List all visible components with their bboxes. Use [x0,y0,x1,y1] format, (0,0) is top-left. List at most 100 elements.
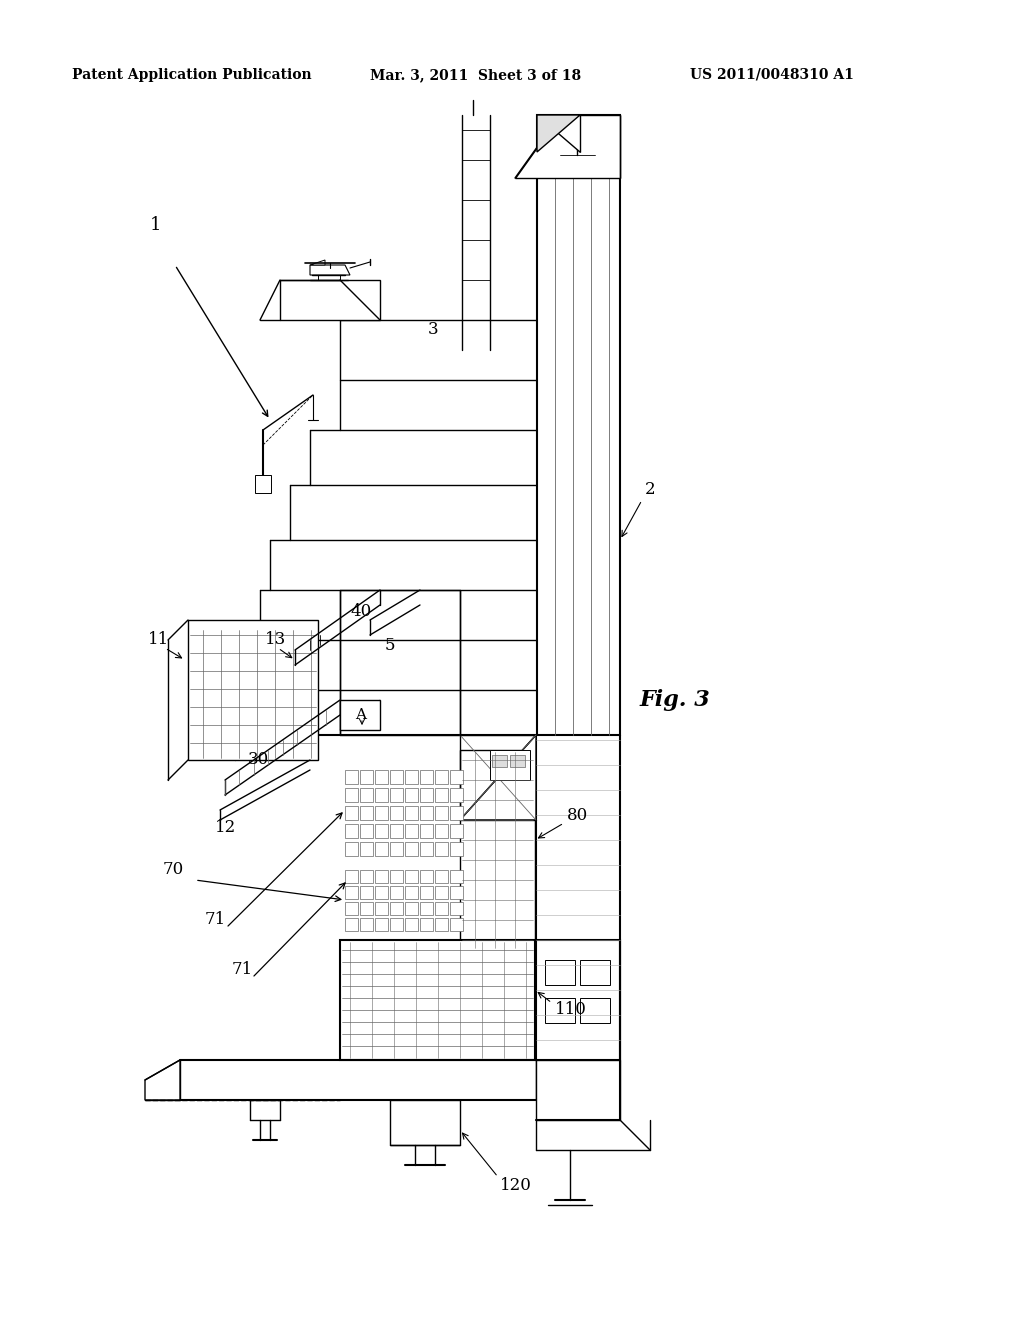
Bar [375,824,388,838]
Bar [537,115,620,735]
Bar [360,842,373,855]
Bar [450,788,463,803]
Bar [375,807,388,820]
Bar [450,770,463,784]
Bar [460,750,535,950]
Bar [420,870,433,883]
Bar [406,842,418,855]
Polygon shape [280,280,380,319]
Text: 70: 70 [163,862,184,879]
Bar [435,902,449,915]
Bar [390,886,403,899]
Text: 1: 1 [150,216,161,234]
Bar [450,902,463,915]
Bar [345,870,358,883]
Text: 120: 120 [500,1176,531,1193]
Polygon shape [515,115,620,178]
Bar [360,902,373,915]
Text: 110: 110 [555,1002,587,1019]
Bar [340,940,535,1060]
Bar [390,788,403,803]
Bar [375,770,388,784]
Bar [390,770,403,784]
Bar [420,788,433,803]
Text: A: A [355,708,366,722]
Text: 13: 13 [265,631,287,648]
Polygon shape [537,115,580,152]
Bar [375,886,388,899]
Text: Patent Application Publication: Patent Application Publication [72,69,311,82]
Text: Mar. 3, 2011  Sheet 3 of 18: Mar. 3, 2011 Sheet 3 of 18 [370,69,582,82]
Bar [345,902,358,915]
Bar [345,842,358,855]
Bar [406,917,418,931]
Bar [360,886,373,899]
Bar [345,886,358,899]
Bar [360,824,373,838]
Text: 40: 40 [350,603,372,620]
Text: 3: 3 [428,322,438,338]
Bar [406,902,418,915]
Bar [435,770,449,784]
Bar [406,770,418,784]
Bar [420,824,433,838]
Bar [450,886,463,899]
Polygon shape [310,260,325,265]
Bar [255,475,271,492]
Text: 30: 30 [248,751,269,768]
Text: 71: 71 [232,961,253,978]
Bar [435,824,449,838]
Text: Fig. 3: Fig. 3 [640,689,711,711]
Text: 11: 11 [148,631,169,648]
Bar [435,807,449,820]
Bar [420,886,433,899]
Polygon shape [460,735,536,820]
Bar [340,590,460,735]
Bar [435,886,449,899]
Bar [360,788,373,803]
Bar [580,998,610,1023]
Bar [420,807,433,820]
Bar [390,1100,460,1144]
Bar [492,755,507,767]
Bar [360,807,373,820]
Bar [545,960,575,985]
Bar [450,824,463,838]
Text: 2: 2 [645,482,655,499]
Bar [375,788,388,803]
Bar [360,917,373,931]
Bar [345,770,358,784]
Text: 12: 12 [215,820,237,837]
Polygon shape [145,1060,180,1100]
Bar [390,824,403,838]
Bar [420,902,433,915]
Bar [580,960,610,985]
Bar [406,824,418,838]
Bar [390,902,403,915]
Text: US 2011/0048310 A1: US 2011/0048310 A1 [690,69,854,82]
Bar [490,750,530,780]
Bar [545,998,575,1023]
Bar [450,842,463,855]
Bar [345,788,358,803]
Text: 71: 71 [205,912,226,928]
Bar [345,807,358,820]
Bar [435,870,449,883]
Bar [536,940,620,1060]
Bar [390,870,403,883]
Bar [375,902,388,915]
Text: 5: 5 [385,636,395,653]
Bar [435,788,449,803]
Bar [360,870,373,883]
Bar [450,870,463,883]
Bar [420,842,433,855]
Polygon shape [340,700,380,730]
Bar [188,620,318,760]
Bar [406,870,418,883]
Bar [420,917,433,931]
Bar [390,807,403,820]
Bar [435,917,449,931]
Bar [450,917,463,931]
Bar [406,807,418,820]
Bar [406,886,418,899]
